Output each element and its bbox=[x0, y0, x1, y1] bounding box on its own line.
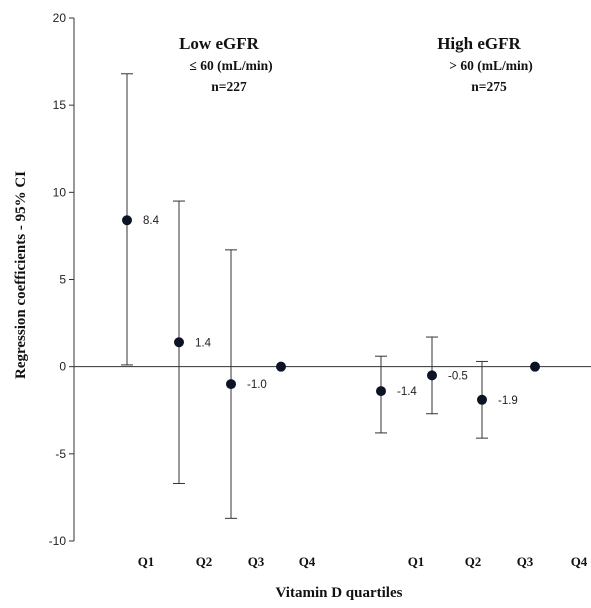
data-point bbox=[226, 379, 236, 390]
y-tick-label: 5 bbox=[59, 273, 66, 287]
y-ticks: -10 -5 0 5 10 15 20 bbox=[49, 11, 74, 548]
y-tick-label: 20 bbox=[53, 11, 67, 25]
data-point bbox=[376, 386, 386, 397]
x-categories: Q1 Q2 Q3 Q4 Q1 Q2 Q3 Q4 bbox=[138, 554, 588, 569]
data-point bbox=[276, 361, 286, 372]
axes bbox=[73, 18, 591, 541]
x-category-label: Q2 bbox=[196, 554, 213, 569]
x-category-label: Q1 bbox=[408, 554, 425, 569]
group-title: Low eGFR bbox=[179, 34, 260, 53]
data-label: -1.4 bbox=[397, 386, 417, 398]
x-category-label: Q3 bbox=[517, 554, 534, 569]
group-criterion: > 60 (mL/min) bbox=[449, 58, 532, 73]
y-tick-label: 0 bbox=[59, 360, 66, 374]
y-tick-label: 10 bbox=[53, 185, 67, 199]
y-tick-label: 15 bbox=[53, 98, 67, 112]
data-labels: 8.4 1.4 -1.0 -1.4 -0.5 -1.9 bbox=[143, 215, 518, 407]
group-titles: Low eGFR ≤ 60 (mL/min) n=227 High eGFR > 60 … bbox=[179, 34, 533, 94]
data-point bbox=[427, 370, 437, 381]
group-n: n=227 bbox=[211, 79, 247, 94]
x-category-label: Q4 bbox=[571, 554, 588, 569]
x-category-label: Q3 bbox=[248, 554, 265, 569]
y-tick-label: -5 bbox=[55, 447, 66, 461]
data-marks bbox=[121, 73, 540, 519]
group-n: n=275 bbox=[471, 79, 507, 94]
data-point bbox=[477, 394, 487, 405]
x-category-label: Q2 bbox=[465, 554, 482, 569]
x-category-label: Q4 bbox=[299, 554, 316, 569]
data-label: 1.4 bbox=[195, 337, 212, 349]
data-label: 8.4 bbox=[143, 215, 160, 227]
data-label: -1.9 bbox=[498, 395, 518, 407]
y-axis-label: Regression coefficients - 95% CI bbox=[13, 171, 29, 379]
x-axis-label: Vitamin D quartiles bbox=[276, 585, 403, 601]
data-label: -1.0 bbox=[247, 379, 267, 391]
x-category-label: Q1 bbox=[138, 554, 155, 569]
y-tick-label: -10 bbox=[49, 534, 67, 548]
group-criterion: ≤ 60 (mL/min) bbox=[189, 58, 272, 73]
data-point bbox=[122, 215, 132, 226]
data-point bbox=[530, 361, 540, 372]
group-title: High eGFR bbox=[437, 34, 521, 53]
data-label: -0.5 bbox=[448, 370, 468, 382]
data-point bbox=[174, 337, 184, 348]
